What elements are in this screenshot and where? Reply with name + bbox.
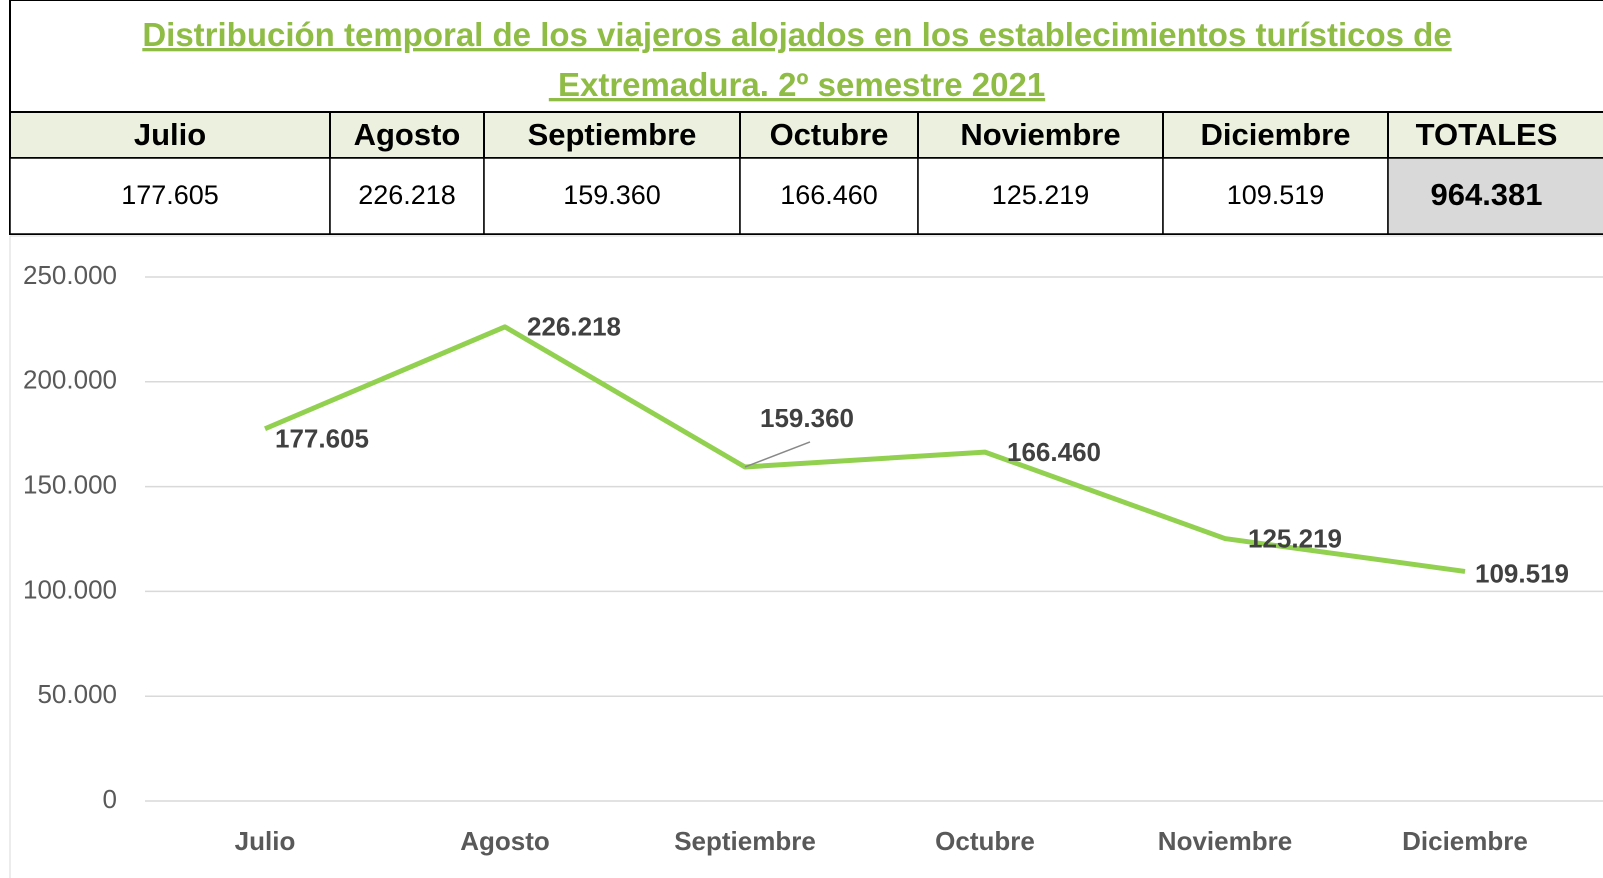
value-cell [9,157,331,235]
header-cell [1387,111,1603,159]
x-tick-label: Octubre [935,826,1035,856]
data-label: 159.360 [760,403,854,433]
table-title: Distribución temporal de los viajeros al… [142,16,1451,103]
value-text: 177.605 [121,180,219,210]
data-label: 109.519 [1475,558,1569,588]
value-cell [1162,157,1389,235]
x-tick-label: Diciembre [1402,826,1528,856]
y-tick-label: 150.000 [23,469,117,499]
value-cell [1387,157,1603,235]
header-text: Diciembre [1201,117,1351,152]
header-text: Septiembre [528,117,697,152]
value-text: 125.219 [992,180,1090,210]
y-tick-label: 100.000 [23,574,117,604]
value-text: 226.218 [358,180,456,210]
x-tick-label: Julio [235,826,296,856]
line [264,324,1466,574]
value-text: 166.460 [780,180,878,210]
data-label: 226.218 [527,312,621,342]
total-text: 964.381 [1430,177,1542,212]
value-text: 159.360 [563,180,661,210]
x-tick-label: Agosto [460,826,550,856]
data-label: 177.605 [275,424,369,454]
header-text: Julio [134,117,206,152]
header-text: Octubre [770,117,889,152]
data-label: 166.460 [1007,437,1101,467]
header-text: Noviembre [960,117,1120,152]
value-cell [739,157,919,235]
y-tick-label: 0 [103,784,117,814]
value-cell [483,157,741,235]
leader-line [744,441,811,468]
value-text: 109.519 [1227,180,1325,210]
data-label: 125.219 [1248,523,1342,553]
header-text: Agosto [354,117,461,152]
y-tick-label: 250.000 [23,260,117,290]
x-tick-label: Septiembre [674,826,816,856]
y-tick-label: 50.000 [37,679,117,709]
x-tick-label: Noviembre [1158,826,1292,856]
y-tick-label: 200.000 [23,365,117,395]
chart-frame [9,235,1603,878]
header-text: TOTALES [1416,117,1558,152]
value-cell [329,157,485,235]
value-cell [917,157,1164,235]
